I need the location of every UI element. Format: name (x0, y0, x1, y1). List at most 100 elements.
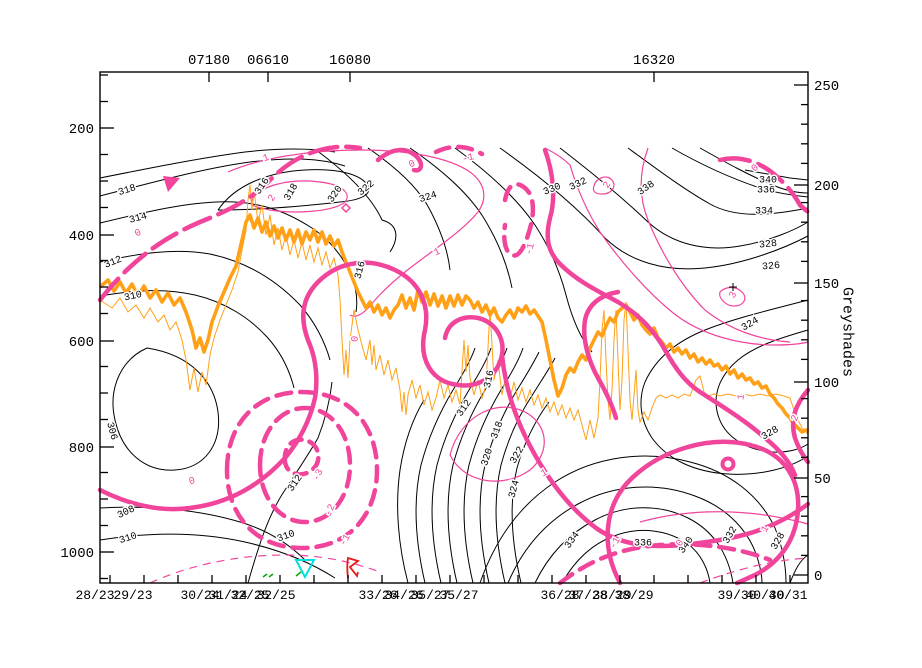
pink-thick-contour-line (282, 437, 321, 477)
left-axis-tick-label: 800 (69, 441, 94, 457)
pink-thick-contour-line (605, 439, 801, 586)
contour-label: 332 (568, 176, 589, 194)
contour-label: 320 (480, 447, 496, 468)
black-contour-line (409, 147, 513, 289)
pink-thick-contour-line (224, 389, 380, 551)
pink-thick-contour-line (499, 352, 811, 549)
bottom-axis-label: 32/25 (256, 588, 295, 603)
contour-label: 310 (123, 290, 143, 305)
right-axis-tick-label: 250 (814, 79, 839, 95)
contour-label: 1 (736, 393, 748, 401)
pink-thick-contour-line (542, 147, 798, 478)
pink-thin-contour-line (544, 147, 809, 346)
contour-label: 3 (728, 290, 741, 301)
black-contours (99, 147, 809, 584)
contour-label: 312 (455, 398, 474, 419)
bottom-axis-label: 36/28 (540, 588, 579, 603)
black-contour-line (744, 169, 809, 181)
top-axis-label: 07180 (188, 53, 230, 69)
black-contour-line (479, 351, 540, 584)
black-contour-line (511, 401, 550, 584)
black-contour-line (397, 399, 425, 584)
bottom-axis-label: 29/23 (113, 588, 152, 603)
black-contour-line (99, 533, 336, 579)
contour-label: 310 (118, 531, 139, 547)
contour-label: 336 (757, 186, 775, 197)
diamond-open-marker (340, 202, 352, 214)
right-axis-tick-label: 100 (814, 376, 839, 392)
pink-thick-contour-line (717, 156, 811, 215)
top-axis-label: 16080 (329, 53, 371, 69)
contour-label: 330 (542, 182, 563, 199)
black-contour-line (99, 148, 336, 179)
contour-label: 318 (283, 182, 302, 203)
tick-pair-marker (262, 573, 274, 578)
plus-marker (729, 283, 737, 291)
contour-label: 322 (356, 179, 377, 199)
black-contour-line (715, 329, 809, 453)
flag-marker (346, 556, 360, 579)
contour-label: 326 (762, 261, 781, 274)
bottom-axis-label: 39/30 (717, 588, 756, 603)
black-contour-line (315, 149, 397, 253)
contour-label: 338 (636, 179, 657, 198)
contour-label: -1 (338, 533, 354, 549)
pink-thin-contour-line (149, 554, 381, 584)
left-axis-tick-label: 1000 (60, 546, 94, 562)
pink-thick-contour-line (557, 541, 773, 586)
black-contour-line (507, 486, 763, 584)
right-axis-tick-label: 50 (814, 472, 831, 488)
bottom-axis-label: 31/24 (208, 588, 247, 603)
contour-label: 318 (117, 183, 138, 199)
triangle-open-marker (294, 559, 316, 580)
contour-label: 328 (759, 239, 778, 252)
contour-label: 324 (418, 190, 439, 206)
left-axis-tick-label: 400 (69, 229, 94, 245)
bottom-axis-label: 40/30 (745, 588, 784, 603)
contour-label: 314 (128, 211, 148, 226)
pink-thick-contour-line (433, 144, 485, 157)
donut-marker (720, 456, 736, 472)
contour-label: 334 (563, 530, 582, 551)
black-contour-line (627, 147, 809, 215)
right-axis-tick-label: 150 (814, 277, 839, 293)
plot-markers (163, 176, 737, 580)
left-axis-tick-label: 200 (69, 122, 94, 138)
bottom-axis-label: 35/27 (439, 588, 478, 603)
black-contour-line (367, 147, 451, 271)
contour-label: -1 (461, 152, 475, 166)
contour-label: 316 (483, 369, 498, 389)
black-contour-line (99, 290, 295, 389)
contour-label: 0 (133, 228, 144, 241)
pink-thin-contour-line (699, 557, 809, 584)
contour-label: -1 (524, 242, 538, 256)
black-contour-line (217, 169, 370, 211)
pink-thin-contour-line (592, 176, 615, 195)
right-axis-title: Greyshades (838, 286, 856, 378)
pink-thin-contour-line (640, 147, 791, 343)
bottom-axis-label: 34/26 (384, 588, 423, 603)
plot-frame (99, 71, 809, 584)
black-contour-line (559, 147, 809, 249)
bottom-axis-label: 38/29 (592, 588, 631, 603)
black-contour-line (495, 357, 556, 584)
contour-label: 318 (490, 420, 506, 441)
bottom-axis-label: 37/28 (568, 588, 607, 603)
black-contour-line (99, 158, 346, 197)
right-axis-tick-label: 200 (814, 179, 839, 195)
orange-thin-trace (99, 184, 809, 441)
black-contour-line (99, 506, 306, 561)
bottom-axis-label: 32/25 (230, 588, 269, 603)
contour-label: 0 (350, 335, 362, 343)
top-axis-label: 16320 (633, 53, 675, 69)
black-contour-line (561, 530, 711, 584)
contour-label: 2 (267, 193, 280, 204)
contour-label: 322 (509, 445, 528, 466)
bottom-axis-label: 40/31 (768, 588, 807, 603)
contour-label: 0 (407, 159, 417, 172)
pink-thin-contour-line (449, 406, 545, 482)
